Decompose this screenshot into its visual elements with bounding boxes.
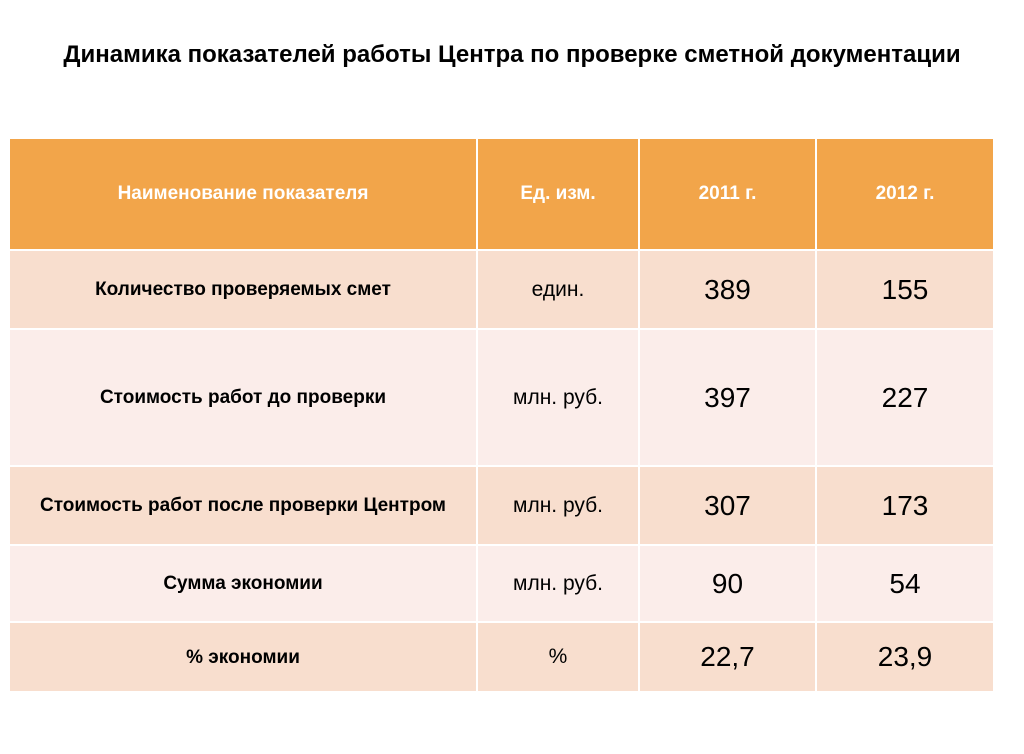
indicator-unit: един. (476, 249, 640, 330)
indicator-name: % экономии (8, 621, 478, 693)
indicator-name: Количество проверяемых смет (8, 249, 478, 330)
column-header-2012: 2012 г. (815, 137, 995, 251)
value-2011: 307 (638, 465, 817, 546)
table-header-row: Наименование показателя Ед. изм. 2011 г.… (8, 137, 995, 251)
value-2011: 389 (638, 249, 817, 330)
indicator-unit: млн. руб. (476, 465, 640, 546)
table-row: % экономии % 22,7 23,9 (8, 621, 995, 693)
value-2011: 22,7 (638, 621, 817, 693)
column-header-2011: 2011 г. (638, 137, 817, 251)
indicator-unit: млн. руб. (476, 544, 640, 623)
value-2012: 227 (815, 328, 995, 467)
table-row: Стоимость работ после проверки Центром м… (8, 465, 995, 546)
column-header-name: Наименование показателя (8, 137, 478, 251)
indicator-name: Стоимость работ до проверки (8, 328, 478, 467)
page-title: Динамика показателей работы Центра по пр… (63, 41, 961, 68)
indicator-name: Сумма экономии (8, 544, 478, 623)
table-row: Стоимость работ до проверки млн. руб. 39… (8, 328, 995, 467)
indicators-table: Наименование показателя Ед. изм. 2011 г.… (8, 137, 995, 693)
indicator-unit: % (476, 621, 640, 693)
column-header-unit: Ед. изм. (476, 137, 640, 251)
value-2012: 54 (815, 544, 995, 623)
value-2011: 397 (638, 328, 817, 467)
value-2012: 155 (815, 249, 995, 330)
table-row: Количество проверяемых смет един. 389 15… (8, 249, 995, 330)
indicator-name: Стоимость работ после проверки Центром (8, 465, 478, 546)
value-2012: 173 (815, 465, 995, 546)
table-row: Сумма экономии млн. руб. 90 54 (8, 544, 995, 623)
value-2011: 90 (638, 544, 817, 623)
indicator-unit: млн. руб. (476, 328, 640, 467)
value-2012: 23,9 (815, 621, 995, 693)
